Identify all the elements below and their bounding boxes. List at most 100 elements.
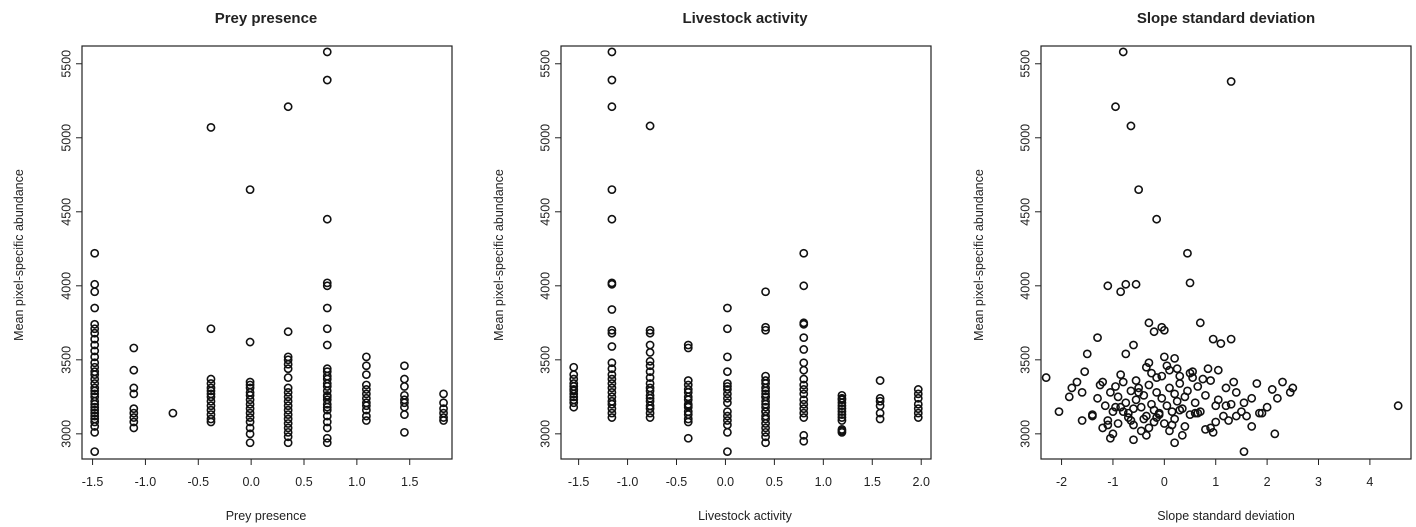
y-tick-label: 3000: [59, 420, 73, 448]
data-point: [245, 377, 255, 387]
data-point: [1129, 420, 1138, 430]
data-point: [1213, 365, 1223, 375]
data-point: [1131, 279, 1141, 289]
data-point: [206, 414, 216, 424]
data-point: [645, 383, 655, 393]
data-point: [361, 380, 371, 390]
x-tick-label: -0.5: [188, 475, 210, 489]
data-point: [1126, 121, 1136, 131]
data-point: [1242, 411, 1251, 421]
data-point: [206, 401, 216, 411]
data-point: [645, 356, 655, 366]
chart-title: Prey presence: [215, 10, 318, 27]
data-point: [129, 383, 139, 393]
data-point: [799, 319, 809, 329]
plot-frame: [560, 45, 932, 460]
y-tick-label: 5000: [59, 124, 73, 152]
data-point: [1165, 383, 1174, 393]
data-point: [607, 374, 617, 384]
x-axis-ticks: -1.5 -1.0 -0.5 0.0 0.5 1.0 1.5 2.0: [568, 459, 930, 489]
data-point: [683, 343, 693, 353]
data-point: [723, 447, 732, 456]
plot-frame: [1040, 45, 1412, 460]
data-point: [1193, 408, 1203, 418]
data-point: [761, 402, 770, 412]
x-tick-label: -0.5: [666, 475, 688, 489]
data-point: [1093, 333, 1102, 343]
data-point: [1237, 407, 1246, 417]
data-point: [913, 399, 923, 409]
x-axis-label: Prey presence: [226, 509, 307, 523]
data-point: [206, 392, 216, 402]
data-point: [761, 392, 770, 402]
data-point: [645, 373, 655, 382]
data-point: [283, 364, 293, 374]
data-point: [361, 411, 371, 421]
data-point: [761, 407, 770, 417]
data-point: [1131, 376, 1141, 385]
data-point: [913, 393, 923, 403]
data-point: [607, 387, 617, 397]
x-tick-label: 1.5: [401, 475, 418, 489]
data-point: [400, 395, 409, 405]
data-point: [683, 433, 693, 443]
data-point: [1082, 349, 1092, 359]
data-point: [1239, 398, 1249, 408]
data-point: [1118, 407, 1128, 417]
data-point: [322, 278, 332, 288]
data-point: [90, 352, 100, 362]
data-point: [168, 408, 178, 418]
data-point: [1141, 362, 1151, 372]
x-axis-label: Slope standard deviation: [1157, 509, 1295, 523]
x-tick-label: 0.5: [766, 475, 783, 489]
y-tick-label: 3000: [538, 420, 552, 448]
data-point: [90, 411, 100, 421]
data-point: [607, 278, 617, 288]
data-point: [1162, 401, 1172, 411]
data-point: [400, 410, 409, 419]
data-point: [283, 387, 293, 397]
data-point: [837, 426, 847, 436]
data-point: [723, 367, 732, 377]
x-tick-label: 3: [1315, 475, 1322, 489]
y-tick-label: 3000: [1018, 420, 1032, 448]
chart-title: Slope standard deviation: [1137, 10, 1315, 27]
x-tick-label: 0: [1161, 475, 1168, 489]
x-tick-label: 0.0: [717, 475, 734, 489]
data-point: [1129, 340, 1138, 350]
data-point: [322, 433, 332, 443]
data-point: [90, 287, 100, 297]
data-point: [90, 248, 100, 258]
y-tick-label: 4500: [59, 198, 73, 226]
data-point: [245, 399, 255, 409]
data-point: [206, 379, 216, 388]
data-point: [1152, 214, 1162, 224]
data-point: [1198, 374, 1208, 384]
data-point: [761, 432, 770, 442]
data-point: [607, 328, 617, 338]
data-point: [1180, 422, 1190, 431]
data-point: [1167, 407, 1177, 417]
data-point: [1105, 433, 1115, 443]
data-point: [1152, 413, 1162, 422]
data-point: [913, 413, 923, 422]
data-point: [723, 398, 732, 408]
data-point: [1108, 407, 1118, 417]
data-point: [645, 413, 655, 422]
data-point: [129, 417, 139, 427]
data-point: [129, 404, 139, 414]
data-point: [400, 374, 409, 384]
data-point: [761, 427, 770, 437]
data-point: [206, 324, 216, 334]
data-point: [283, 401, 293, 411]
data-point: [683, 380, 693, 390]
data-point: [1193, 382, 1203, 391]
data-point: [1147, 368, 1156, 378]
data-point: [1165, 365, 1174, 375]
data-point: [837, 416, 847, 425]
data-point: [129, 389, 139, 399]
data-point: [1136, 426, 1146, 436]
data-point: [245, 380, 255, 390]
data-point: [1216, 339, 1226, 348]
data-point: [322, 47, 332, 57]
